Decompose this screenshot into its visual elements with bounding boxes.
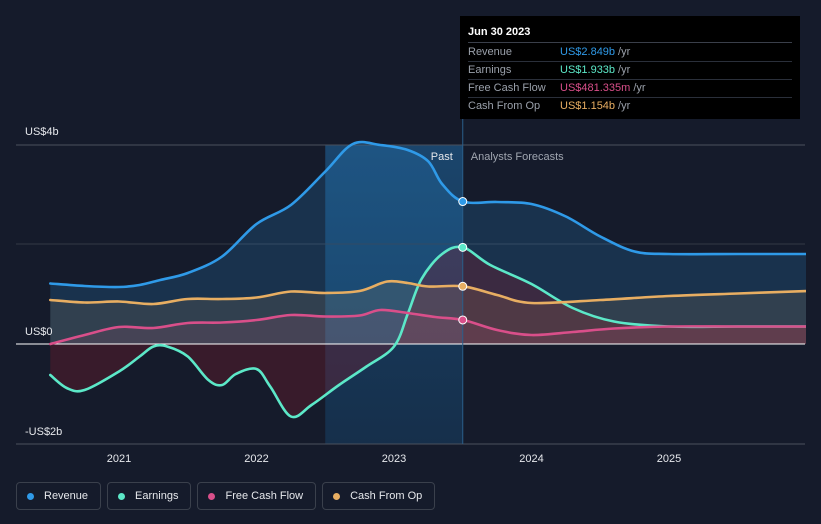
- tooltip-label: Revenue: [468, 46, 513, 58]
- free-cash-flow-dot-icon: [208, 492, 216, 500]
- earnings-marker: [458, 242, 468, 252]
- legend-label: Earnings: [135, 490, 179, 502]
- tooltip-value: US$1.154b: [560, 100, 616, 112]
- x-tick-label: 2024: [519, 453, 543, 465]
- past-label: Past: [431, 151, 453, 163]
- tooltip-unit: /yr: [633, 82, 646, 94]
- legend-free-cash-flow[interactable]: Free Cash Flow: [197, 482, 317, 510]
- past-band: [325, 145, 463, 444]
- forecast-label: Analysts Forecasts: [471, 151, 564, 163]
- legend-cash-from-op[interactable]: Cash From Op: [322, 482, 436, 510]
- free-cash-flow-line: [49, 308, 806, 346]
- legend-revenue[interactable]: Revenue: [16, 482, 102, 510]
- revenue-line: [49, 140, 806, 289]
- tooltip-row-cash-from-op: Cash From Op US$1.154b /yr: [468, 98, 792, 115]
- data-tooltip: Jun 30 2023 Revenue US$2.849b /yr Earnin…: [460, 16, 800, 119]
- cash-from-op-dot-icon: [333, 492, 341, 500]
- revenue-dot-icon: [27, 492, 34, 500]
- earnings-line: [49, 245, 806, 419]
- legend-label: Revenue: [44, 490, 89, 502]
- earnings-dot-icon: [118, 492, 126, 500]
- tooltip-date: Jun 30 2023: [468, 25, 792, 43]
- cash-from-op-marker: [458, 281, 468, 291]
- cash-from-op-line: [49, 279, 806, 306]
- legend-earnings[interactable]: Earnings: [107, 482, 192, 510]
- tooltip-value: US$481.335m: [560, 82, 631, 94]
- tooltip-row-earnings: Earnings US$1.933b /yr: [468, 62, 792, 80]
- x-tick-label: 2022: [244, 453, 268, 465]
- tooltip-unit: /yr: [618, 46, 631, 58]
- earnings-area: [50, 246, 806, 418]
- tooltip-value: US$1.933b: [560, 64, 616, 76]
- revenue-marker: [458, 197, 468, 207]
- tooltip-row-revenue: Revenue US$2.849b /yr: [468, 44, 792, 62]
- x-tick-label: 2021: [107, 453, 131, 465]
- y-tick-label: US$4b: [25, 126, 59, 138]
- tooltip-label: Cash From Op: [468, 100, 541, 112]
- tooltip-value: US$2.849b: [560, 46, 616, 58]
- x-tick-label: 2023: [382, 453, 406, 465]
- chart-legend: Revenue Earnings Free Cash Flow Cash Fro…: [16, 482, 436, 510]
- legend-label: Free Cash Flow: [225, 490, 304, 502]
- tooltip-label: Free Cash Flow: [468, 82, 546, 94]
- free-cash-flow-marker: [458, 315, 468, 325]
- x-tick-label: 2025: [657, 453, 681, 465]
- tooltip-unit: /yr: [618, 64, 631, 76]
- tooltip-unit: /yr: [618, 100, 631, 112]
- y-tick-label: -US$2b: [25, 426, 62, 438]
- legend-label: Cash From Op: [350, 490, 423, 502]
- revenue-area: [50, 142, 806, 344]
- tooltip-label: Earnings: [468, 64, 512, 76]
- tooltip-row-free-cash-flow: Free Cash Flow US$481.335m /yr: [468, 80, 792, 98]
- y-tick-label: US$0: [25, 326, 53, 338]
- free-cash-flow-area: [50, 309, 806, 344]
